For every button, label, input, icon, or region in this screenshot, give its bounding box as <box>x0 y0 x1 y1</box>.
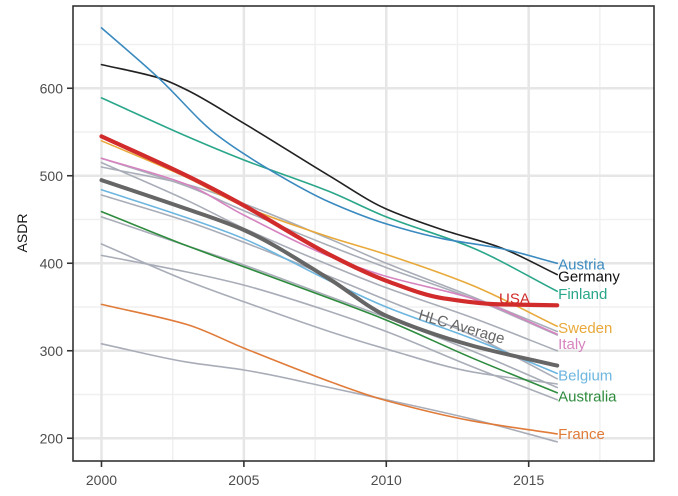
grid <box>73 6 654 461</box>
y-axis: 200 300 400 500 600 <box>40 80 73 446</box>
series-line-finland <box>100 97 558 293</box>
series-lines <box>99 27 560 443</box>
x-axis: 2000 2005 2010 2015 <box>86 461 544 488</box>
series-label-italy: Italy <box>558 336 586 353</box>
series-label-usa: USA <box>499 290 530 307</box>
y-tick-label: 400 <box>40 255 64 271</box>
x-tick-label: 2000 <box>86 472 117 488</box>
series-line-other-5 <box>100 243 558 385</box>
series-line-germany <box>100 63 558 276</box>
series-line-australia <box>100 210 558 394</box>
series-line-usa <box>99 134 560 308</box>
series-label-germany: Germany <box>558 269 620 286</box>
series-line-other-1 <box>100 161 558 352</box>
series-line-other-7 <box>100 343 558 443</box>
series-label-finland: Finland <box>558 286 607 303</box>
series-line-other-3 <box>100 194 558 380</box>
y-tick-label: 300 <box>40 343 64 359</box>
series-label-france: France <box>558 426 605 443</box>
series-line-other-6 <box>100 254 558 401</box>
y-tick-label: 600 <box>40 80 64 96</box>
series-label-austria: Austria <box>558 256 605 273</box>
series-line-hlc-average <box>99 178 560 368</box>
x-tick-label: 2005 <box>228 472 259 488</box>
series-line-france <box>100 303 558 435</box>
series-label-australia: Australia <box>558 388 617 405</box>
series-label-sweden: Sweden <box>558 320 612 337</box>
series-line-austria <box>100 27 558 265</box>
panel-border <box>72 5 655 462</box>
x-tick-label: 2015 <box>513 472 544 488</box>
y-tick-label: 200 <box>40 430 64 446</box>
y-tick-label: 500 <box>40 168 64 184</box>
series-label-belgium: Belgium <box>558 367 612 384</box>
x-tick-label: 2010 <box>371 472 402 488</box>
y-axis-title: ASDR <box>14 214 30 253</box>
